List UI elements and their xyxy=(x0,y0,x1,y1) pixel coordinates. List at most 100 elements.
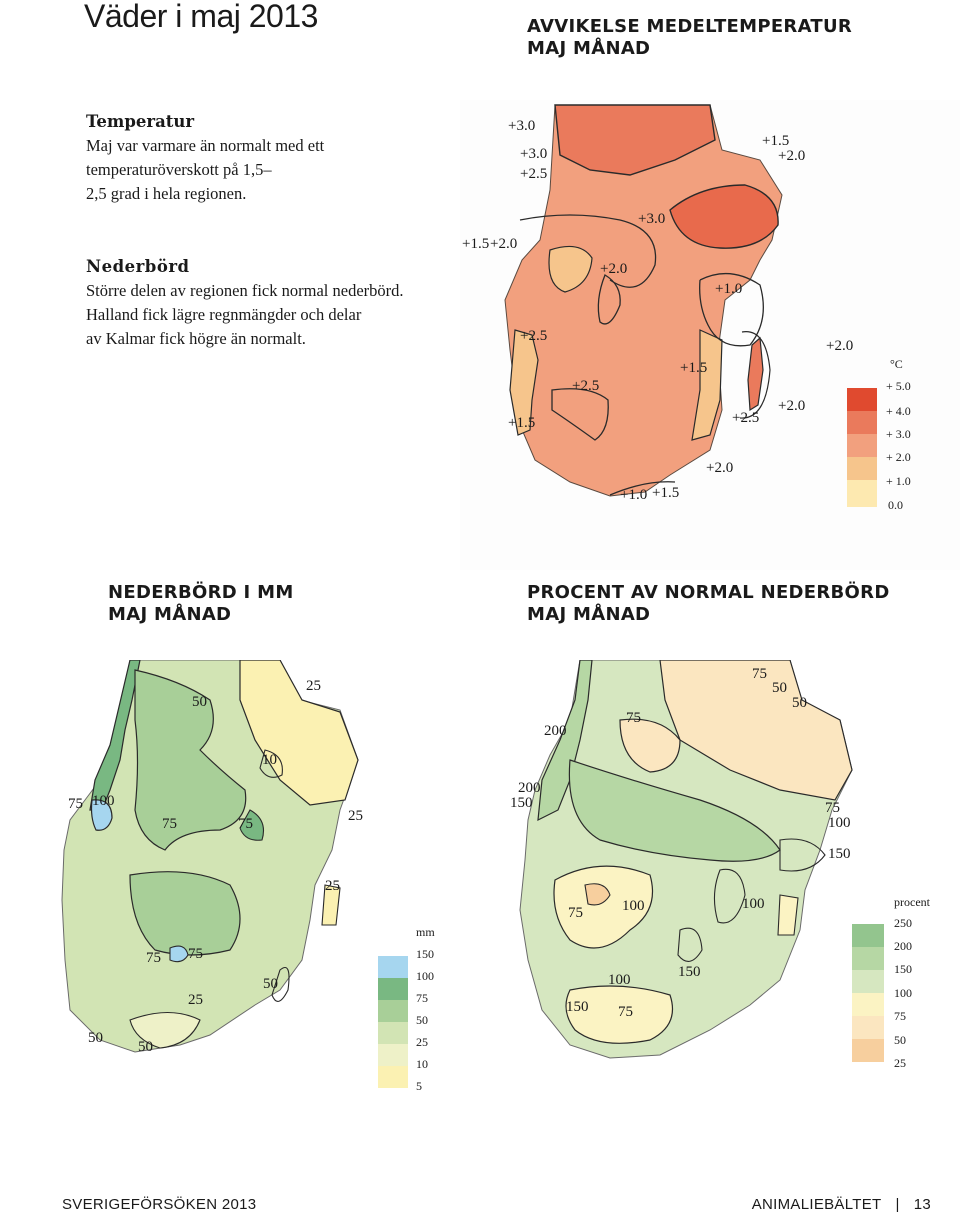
page-title: Väder i maj 2013 xyxy=(84,0,318,34)
legend-label: 75 xyxy=(894,1009,906,1023)
contour-label: 200 xyxy=(544,723,567,739)
legend-swatch xyxy=(378,1000,408,1022)
contour-label: 75 xyxy=(146,950,161,966)
contour-label: +2.0 xyxy=(600,261,627,277)
footer-section: ANIMALIEBÄLTET | 13 xyxy=(752,1196,931,1213)
contour-label: +2.0 xyxy=(778,148,805,164)
legend-label: + 1.0 xyxy=(886,474,911,488)
precipitation-text-line: Större delen av regionen fick normal ned… xyxy=(86,281,404,300)
warm-area-northeast xyxy=(669,184,779,249)
legend-label: 10 xyxy=(416,1057,428,1071)
contour-label: 10 xyxy=(262,752,277,768)
legend-label: 75 xyxy=(416,991,428,1005)
contour-label: 50 xyxy=(88,1030,103,1046)
contour-label: 75 xyxy=(188,946,203,962)
header-line: AVVIKELSE MEDELTEMPERATUR xyxy=(527,16,853,37)
legend-swatch xyxy=(847,480,877,507)
precipitation-section: Nederbörd Större delen av regionen fick … xyxy=(86,255,404,351)
percent-legend: procent 250 200 150 100 75 50 25 xyxy=(852,895,931,1070)
legend-swatch xyxy=(378,978,408,1000)
contour-50-area xyxy=(134,669,247,851)
legend-unit: mm xyxy=(416,925,435,939)
cool-patch-north xyxy=(548,245,593,293)
contour-label: 25 xyxy=(306,678,321,694)
legend-swatch xyxy=(852,1039,884,1062)
page-number: 13 xyxy=(913,1196,931,1213)
island-gotland xyxy=(777,894,799,936)
contour-label: 75 xyxy=(568,905,583,921)
contour-label: 25 xyxy=(188,992,203,1008)
legend-label: + 2.0 xyxy=(886,450,911,464)
cool-coast-west xyxy=(509,329,539,436)
temperature-deviation-map: +3.0 +3.0 +2.5 +1.5 +2.0 +3.0 +1.5 +2.0 … xyxy=(460,100,960,570)
legend-swatch xyxy=(847,457,877,480)
legend-label: 150 xyxy=(416,947,434,961)
isoline xyxy=(519,214,657,288)
contour-label: 50 xyxy=(192,694,207,710)
header-line: MAJ MÅNAD xyxy=(527,38,651,59)
dry-area-northeast xyxy=(659,660,853,801)
contour-label: +2.0 xyxy=(706,460,733,476)
contour-label: +1.5 xyxy=(762,133,789,149)
contour-label: +1.0 xyxy=(620,487,647,503)
percent-map-header: PROCENT AV NORMAL NEDERBÖRD MAJ MÅNAD xyxy=(527,582,890,626)
legend-label: 50 xyxy=(416,1013,428,1027)
legend-label: 50 xyxy=(894,1033,906,1047)
isoline xyxy=(699,272,764,347)
header-line: PROCENT AV NORMAL NEDERBÖRD xyxy=(527,582,890,603)
precipitation-mm-map: 25 50 10 75 100 25 75 75 25 75 75 50 25 … xyxy=(40,660,480,1100)
legend-swatch xyxy=(378,1022,408,1044)
contour-label: +2.5 xyxy=(520,328,547,344)
legend-label: 250 xyxy=(894,916,912,930)
legend-swatch xyxy=(378,1044,408,1066)
contour-label: +3.0 xyxy=(638,211,665,227)
contour-label: 75 xyxy=(68,796,83,812)
contour-label: 100 xyxy=(92,793,115,809)
legend-label: 25 xyxy=(416,1035,428,1049)
legend-swatch xyxy=(852,993,884,1016)
contour-label: 75 xyxy=(618,1004,633,1020)
contour-label: 100 xyxy=(828,815,851,831)
header-line: NEDERBÖRD I MM xyxy=(108,582,294,603)
wet-area-west xyxy=(537,660,593,822)
contour-label: 50 xyxy=(792,695,807,711)
contour-label: +2.5 xyxy=(732,410,759,426)
contour-label: +2.0 xyxy=(826,338,853,354)
dry-spot-north xyxy=(619,718,681,773)
legend-swatch xyxy=(378,1066,408,1088)
contour-label: +1.5 xyxy=(462,236,489,252)
legend-label: + 4.0 xyxy=(886,404,911,418)
legend-label: 100 xyxy=(416,969,434,983)
precipitation-text-line: Halland fick lägre regnmängder och delar xyxy=(86,305,362,324)
percent-contour-labels: 75 50 50 200 75 200 150 75 100 150 75 10… xyxy=(510,666,851,1020)
precipitation-map-header: NEDERBÖRD I MM MAJ MÅNAD xyxy=(108,582,294,626)
contour-label: 75 xyxy=(238,816,253,832)
contour-label: 150 xyxy=(678,964,701,980)
precipitation-contour-labels: 25 50 10 75 100 25 75 75 25 75 75 50 25 … xyxy=(68,678,363,1055)
legend-label: + 5.0 xyxy=(886,379,911,393)
legend-label: + 3.0 xyxy=(886,427,911,441)
contour-label: 75 xyxy=(162,816,177,832)
contour-label: 200 xyxy=(518,780,541,796)
legend-unit: °C xyxy=(890,357,903,371)
contour-label: 50 xyxy=(138,1039,153,1055)
legend-label: 25 xyxy=(894,1056,906,1070)
normal-area-southwest xyxy=(565,985,674,1044)
isoline xyxy=(551,388,609,441)
legend-swatch xyxy=(378,956,408,978)
contour-label: 75 xyxy=(626,710,641,726)
legend-swatch xyxy=(852,924,884,947)
temperature-map-header: AVVIKELSE MEDELTEMPERATUR MAJ MÅNAD xyxy=(527,16,852,60)
legend-label: 150 xyxy=(894,962,912,976)
wet-spot-west xyxy=(90,799,113,831)
contour-label: 25 xyxy=(348,808,363,824)
wet-spot-south xyxy=(169,945,189,963)
legend-label: 5 xyxy=(416,1079,422,1093)
temperature-section: Temperatur Maj var varmare än normalt me… xyxy=(86,110,324,206)
warm-area-north xyxy=(554,104,716,176)
dry-area-south xyxy=(129,1012,201,1049)
wet-area-central xyxy=(568,759,781,862)
dry-area-northeast xyxy=(239,660,359,806)
footer-section-title: ANIMALIEBÄLTET xyxy=(751,1196,882,1213)
temperature-text-line: temperaturöverskott på 1,5– xyxy=(86,160,272,179)
